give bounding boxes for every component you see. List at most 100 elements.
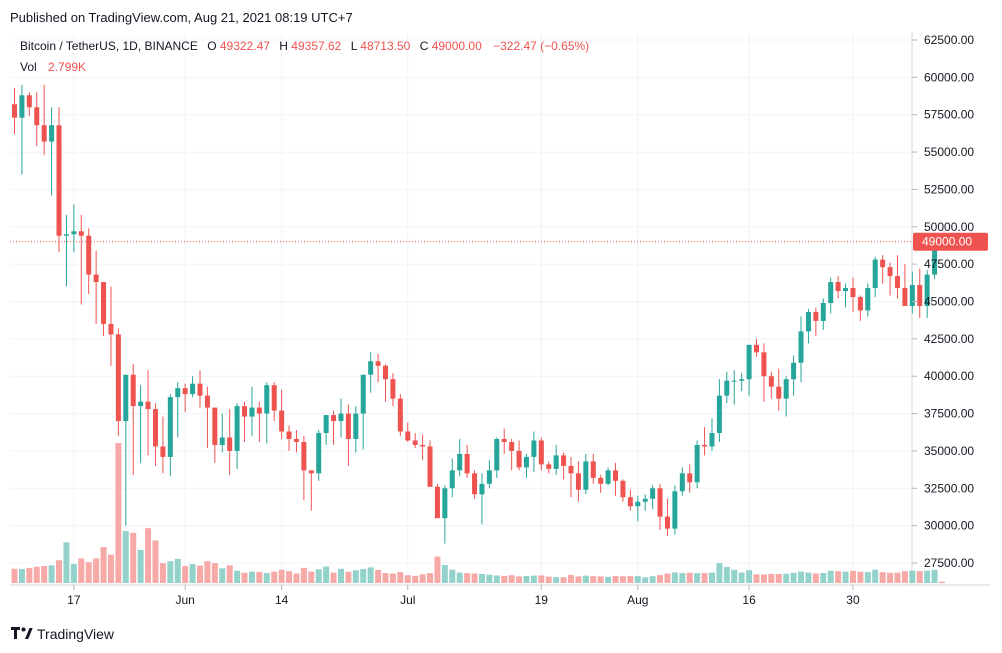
candle [63,214,69,287]
volume-bar [783,573,790,583]
candle-body [561,455,567,466]
volume-bar [931,569,938,583]
candle [242,401,248,442]
candle-body [323,415,329,433]
candle-body [739,379,745,381]
candle-body [761,352,767,377]
time-axis[interactable]: 17 Jun 14 Jul 19 Aug 16 30 [67,585,860,607]
candle-body [516,450,522,468]
candle [857,295,863,321]
volume-bar [553,577,560,583]
legend-h-value: 49357.62 [291,39,341,53]
price-axis[interactable]: 27500.00 30000.00 32500.00 35000.00 37500.00… [912,33,974,570]
candle [86,228,92,295]
volume-bar [508,575,515,583]
time-tick-label: Jun [175,593,194,607]
volume-bar [790,572,797,583]
candle-body [575,473,581,490]
candle-body [902,288,908,306]
volume-bar [219,568,226,583]
candle [264,382,270,444]
candle [605,467,611,486]
candle [101,282,107,336]
candle-body [197,383,203,396]
candle [271,382,277,422]
candle-body [308,470,314,474]
legend-o-label: O [207,39,216,53]
candle-body [397,398,403,432]
candle-body [694,444,700,483]
candle [657,483,663,531]
candle-body [687,473,693,483]
candle-body [486,470,492,484]
candle [219,413,225,453]
candle-body [108,323,114,335]
volume-bar [798,571,805,583]
candle [49,107,55,196]
volume-bar [619,576,626,583]
candle [620,479,626,502]
candle-body [546,464,552,469]
candle [917,268,923,318]
candle [190,376,196,398]
candle [546,461,552,474]
candle [464,444,470,478]
candle [115,328,121,436]
price-tick-label: 62500.00 [924,33,974,47]
candle [338,398,344,438]
candle-body [813,311,819,321]
volume-bar [857,571,864,583]
volume-bar [768,573,775,583]
volume-bar [41,565,48,583]
candle-body [768,376,774,387]
candle [494,437,500,478]
volume-bar [33,566,40,583]
volume-bar [345,571,352,583]
legend-change: −322.47 (−0.65%) [493,39,589,53]
candle-body [531,440,537,457]
volume-bar [352,570,359,583]
volume-bar [159,563,166,583]
volume-bar [360,569,367,583]
volume-bar [568,574,574,583]
volume-bar [805,572,812,583]
price-tick-label: 55000.00 [924,145,974,159]
candle [835,276,841,299]
tradingview-logo[interactable]: TradingView [11,626,115,642]
candle [308,470,314,511]
candle [375,353,381,383]
price-tick-label: 30000.00 [924,519,974,533]
legend-h-label: H [279,39,288,53]
candle-body [857,297,863,311]
volume-bar [523,576,530,583]
candle-body [932,237,938,275]
volume-bar [100,547,107,583]
legend-ohlc: Bitcoin / TetherUS, 1D, BINANCE O 49322.… [20,39,589,53]
volume-bar [582,575,589,583]
volume-bar [248,571,255,583]
candle-body [256,407,262,414]
candle [902,264,908,306]
candle [279,389,285,439]
candle-body [219,437,225,445]
candle-body [679,473,685,492]
candle-body [472,473,478,495]
volume-bar [879,572,886,583]
volume-bar [367,567,374,583]
candle [894,255,900,299]
volume-bar [204,561,211,583]
candle-body [791,362,797,380]
candle [442,485,448,544]
candle [123,374,129,526]
candle-body [204,395,210,408]
volume-bar [597,576,604,583]
candle-body [12,104,17,118]
candle [331,410,337,445]
volume-bar [130,532,137,583]
volume-bar [746,570,753,583]
volume-bar [812,573,819,583]
candle-body [420,444,426,447]
candle-body [383,365,388,380]
candle-body [872,259,878,289]
volume-bar [308,571,315,583]
